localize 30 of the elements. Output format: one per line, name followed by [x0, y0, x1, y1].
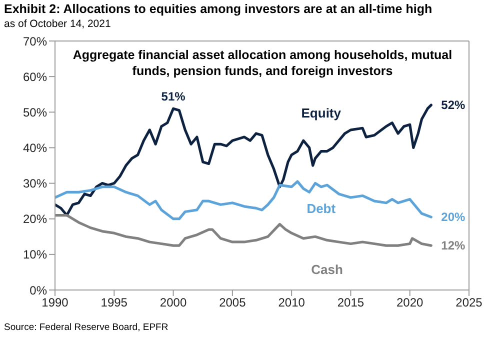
series-label: Debt: [306, 200, 336, 216]
y-tick-label: 10%: [22, 248, 48, 262]
x-tick-label: 2015: [337, 296, 364, 310]
chart-title: Exhibit 2: Allocations to equities among investors are at an all-time high: [4, 2, 432, 16]
y-tick-label: 0%: [30, 283, 48, 298]
data-label: 52%: [441, 98, 466, 112]
y-tick-label: 40%: [22, 140, 48, 155]
y-tick-label: 50%: [22, 105, 48, 120]
x-tick-label: 1990: [42, 296, 69, 310]
data-label: 20%: [441, 210, 466, 224]
x-tick-label: 2020: [396, 296, 424, 310]
series-label: Cash: [311, 262, 344, 278]
series-label: Equity: [301, 105, 342, 120]
x-tick-label: 2010: [278, 296, 306, 310]
y-tick-label: 30%: [22, 176, 48, 191]
line-series: [55, 104, 432, 217]
x-tick-label: 2005: [219, 296, 246, 310]
data-label: 51%: [161, 90, 186, 104]
x-tick-label: 2025: [456, 296, 483, 310]
y-tick-label: 70%: [22, 34, 48, 48]
source-note: Source: Federal Reserve Board, EPFR: [4, 322, 168, 333]
data-label: 12%: [441, 238, 466, 253]
line-series: [55, 180, 432, 220]
y-tick-label: 20%: [22, 212, 48, 226]
chart-subtitle: as of October 14, 2021: [4, 18, 111, 30]
annotation: Aggregate financial asset allocation among households, mutual funds, pension funds, and foreign investors: [72, 47, 454, 79]
y-tick-label: 60%: [22, 70, 48, 84]
x-tick-label: 1995: [100, 296, 128, 310]
line-series: [55, 214, 432, 247]
x-tick-label: 2000: [160, 296, 187, 310]
